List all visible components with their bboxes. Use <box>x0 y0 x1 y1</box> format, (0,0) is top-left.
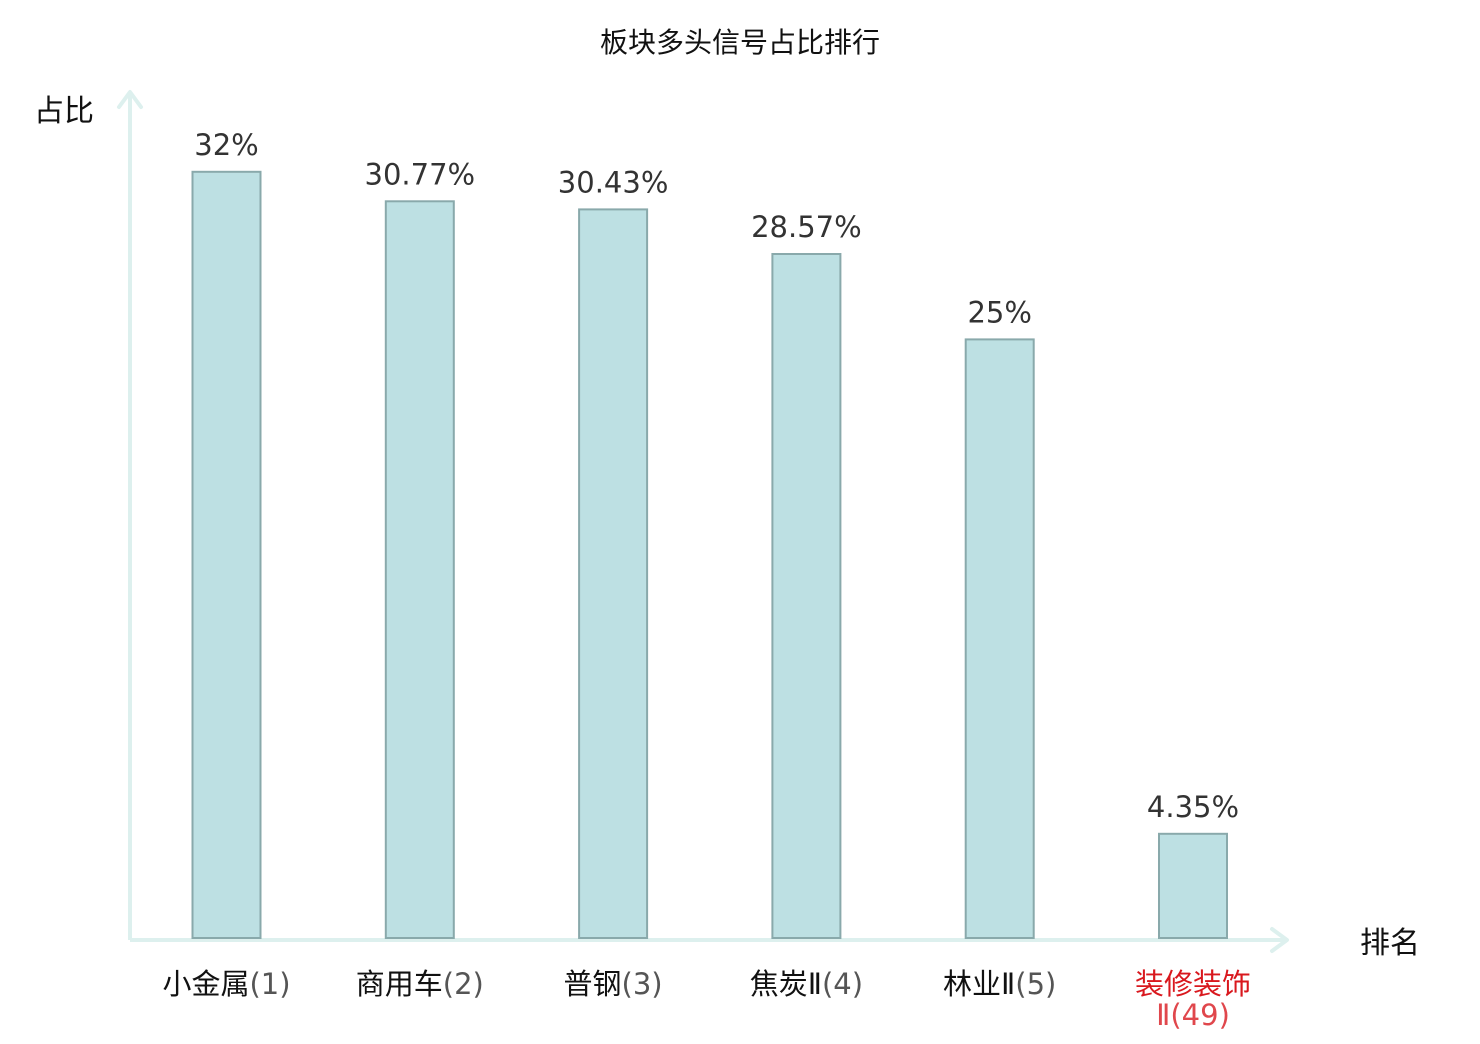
x-tick-label: 林业Ⅱ(5) <box>943 967 1056 1001</box>
x-tick-label: 小金属(1) <box>162 967 290 1001</box>
x-tick-name: 商用车 <box>356 967 443 1001</box>
bar <box>384 200 455 940</box>
x-tick-label: 普钢(3) <box>564 967 663 1001</box>
x-tick-rank: Ⅱ(49) <box>1156 998 1230 1032</box>
chart-title: 板块多头信号占比排行 <box>600 26 880 59</box>
x-tick-label: 商用车(2) <box>356 967 484 1001</box>
x-tick-name: 小金属 <box>162 967 249 1001</box>
x-axis-label: 排名 <box>1360 926 1420 961</box>
bar <box>578 208 649 939</box>
x-tick-rank: (5) <box>1015 967 1056 1001</box>
x-tick-rank: (2) <box>443 967 484 1001</box>
x-tick-rank: (4) <box>822 967 863 1001</box>
x-tick-label: 焦炭Ⅱ(4) <box>750 967 863 1001</box>
y-axis-arrow <box>117 90 143 109</box>
x-tick-rank: (1) <box>249 967 290 1001</box>
x-tick-rank: (3) <box>622 967 663 1001</box>
bars-layer <box>191 170 1228 940</box>
bar-value-label: 4.35% <box>1147 790 1239 824</box>
bar-value-label: 30.77% <box>365 157 476 191</box>
bar-value-label: 28.57% <box>751 210 862 244</box>
bar-value-label: 30.43% <box>558 165 669 199</box>
x-tick-name: 焦炭Ⅱ <box>750 967 822 1001</box>
bar-value-label: 32% <box>194 128 258 162</box>
bar <box>191 170 262 940</box>
bar <box>1158 832 1228 939</box>
bar <box>964 338 1035 939</box>
x-tick-name: 普钢 <box>564 967 622 1001</box>
category-labels-layer: 小金属(1) 商用车(2) 普钢(3) 焦炭Ⅱ(4) 林业Ⅱ(5) 装修装饰 Ⅱ(49) <box>162 967 1251 1032</box>
bar-value-label: 25% <box>967 295 1031 329</box>
x-tick-name: 林业Ⅱ <box>943 967 1015 1001</box>
x-axis-arrow <box>1270 927 1289 953</box>
x-tick-label: 装修装饰 Ⅱ(49) <box>1135 967 1251 1032</box>
y-axis-label: 占比 <box>34 94 94 129</box>
value-labels-layer: 32% 30.77% 30.43% 28.57% 25% 4.35% <box>194 128 1239 824</box>
x-tick-name: 装修装饰 <box>1135 967 1251 1001</box>
bar <box>771 253 842 939</box>
